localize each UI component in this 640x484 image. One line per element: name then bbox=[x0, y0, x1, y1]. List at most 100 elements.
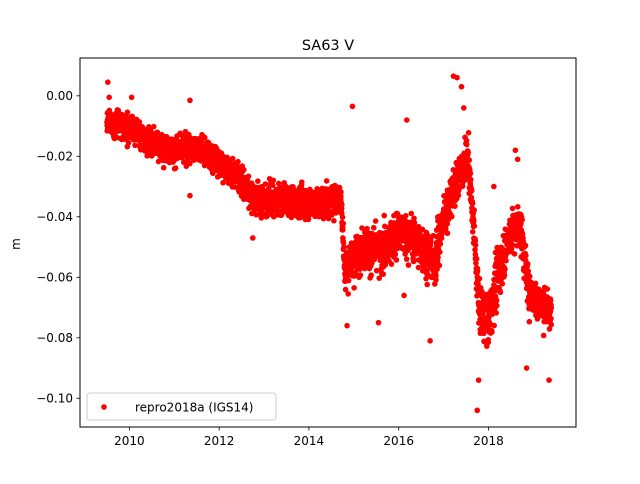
data-point bbox=[485, 339, 492, 346]
legend-label: repro2018a (IGS14) bbox=[135, 401, 253, 415]
data-point bbox=[270, 177, 277, 184]
data-point bbox=[526, 273, 533, 280]
data-point bbox=[433, 277, 439, 283]
data-point bbox=[341, 244, 347, 250]
data-point bbox=[262, 181, 269, 187]
data-point bbox=[424, 281, 431, 288]
data-point bbox=[160, 164, 167, 171]
data-point bbox=[475, 281, 481, 287]
data-point bbox=[452, 203, 458, 209]
data-point bbox=[472, 246, 478, 253]
data-point bbox=[344, 322, 350, 329]
data-point bbox=[437, 249, 443, 255]
data-point bbox=[342, 286, 349, 293]
data-point bbox=[525, 268, 532, 274]
data-point bbox=[461, 177, 468, 184]
data-point bbox=[345, 291, 352, 297]
data-point bbox=[269, 182, 276, 189]
data-point bbox=[445, 204, 452, 211]
data-point bbox=[548, 321, 555, 328]
data-point bbox=[393, 257, 400, 263]
data-point bbox=[136, 119, 143, 125]
data-point bbox=[472, 238, 479, 244]
data-point bbox=[275, 180, 282, 187]
data-point bbox=[532, 280, 539, 287]
data-point bbox=[340, 220, 347, 227]
data-point bbox=[497, 289, 504, 296]
data-point bbox=[106, 94, 112, 101]
data-point bbox=[368, 272, 374, 279]
data-point bbox=[415, 264, 422, 271]
data-points bbox=[104, 73, 555, 414]
data-point bbox=[336, 184, 343, 191]
data-point bbox=[501, 272, 508, 278]
data-point bbox=[411, 219, 418, 226]
data-point bbox=[476, 275, 483, 282]
data-point bbox=[128, 94, 135, 101]
data-point bbox=[467, 170, 474, 177]
data-point bbox=[472, 242, 479, 248]
data-point bbox=[339, 214, 346, 221]
data-point bbox=[401, 292, 407, 299]
data-point bbox=[331, 217, 337, 224]
data-point bbox=[298, 179, 305, 186]
data-point bbox=[467, 176, 474, 183]
data-point bbox=[408, 210, 415, 217]
y-tick-label: −0.02 bbox=[36, 149, 73, 163]
data-point bbox=[220, 179, 226, 186]
data-point bbox=[540, 332, 547, 339]
data-point bbox=[370, 224, 377, 231]
data-point bbox=[489, 329, 495, 335]
data-point bbox=[263, 213, 270, 220]
x-tick-label: 2012 bbox=[204, 434, 235, 448]
data-point bbox=[491, 183, 497, 190]
data-point bbox=[359, 225, 365, 231]
data-point bbox=[534, 316, 541, 322]
plot-area-frame bbox=[79, 57, 577, 428]
data-point bbox=[354, 233, 360, 240]
data-point bbox=[241, 166, 247, 173]
y-tick-label: 0.00 bbox=[46, 89, 73, 103]
data-point bbox=[491, 322, 497, 329]
data-point bbox=[548, 315, 554, 322]
x-tick-label: 2018 bbox=[473, 434, 504, 448]
data-point bbox=[255, 178, 261, 184]
data-point bbox=[499, 280, 506, 287]
data-point bbox=[345, 277, 352, 284]
data-point bbox=[362, 265, 368, 272]
data-point bbox=[338, 189, 344, 195]
data-point bbox=[235, 158, 241, 165]
data-point bbox=[546, 377, 552, 383]
data-point bbox=[373, 267, 380, 274]
data-point bbox=[154, 129, 161, 136]
x-tick-label: 2010 bbox=[114, 434, 145, 448]
data-point bbox=[460, 105, 467, 111]
data-point bbox=[523, 365, 530, 371]
data-point bbox=[458, 83, 465, 90]
data-point bbox=[403, 256, 410, 262]
data-point bbox=[323, 178, 330, 184]
data-point bbox=[245, 173, 252, 180]
data-point bbox=[546, 326, 553, 332]
data-point bbox=[339, 201, 345, 208]
data-point bbox=[514, 203, 521, 210]
data-point bbox=[351, 285, 357, 291]
data-point bbox=[288, 214, 295, 221]
data-point bbox=[357, 272, 364, 278]
data-point bbox=[201, 134, 208, 141]
data-point bbox=[474, 407, 481, 414]
data-point bbox=[187, 97, 193, 104]
data-point bbox=[471, 223, 478, 229]
data-point bbox=[250, 235, 256, 241]
legend: repro2018a (IGS14) bbox=[86, 392, 277, 421]
data-point bbox=[337, 194, 344, 201]
data-point bbox=[307, 186, 313, 193]
data-point bbox=[449, 213, 455, 220]
data-point bbox=[494, 302, 500, 309]
data-point bbox=[444, 221, 451, 227]
data-point bbox=[438, 235, 445, 241]
data-point bbox=[172, 165, 179, 171]
data-point bbox=[124, 109, 131, 116]
data-point bbox=[125, 139, 132, 146]
